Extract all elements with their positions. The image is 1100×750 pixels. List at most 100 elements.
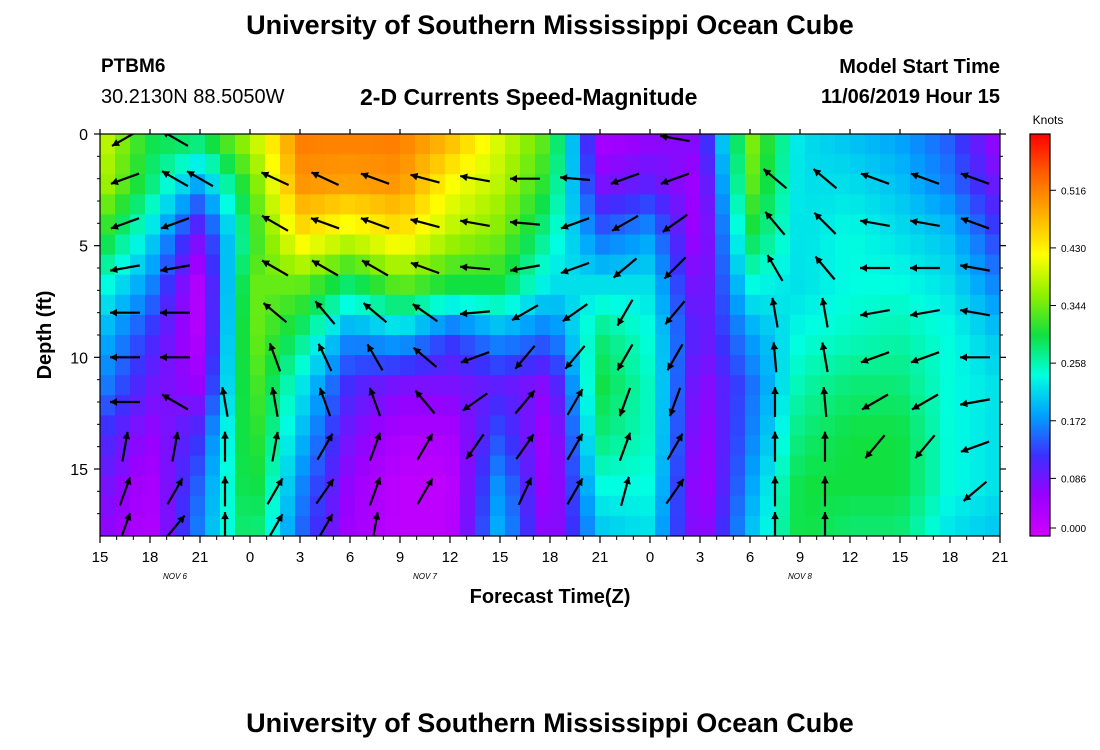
heat-cell xyxy=(475,294,491,316)
current-vector xyxy=(161,393,189,411)
heat-cell xyxy=(910,415,926,437)
heat-cell xyxy=(505,495,521,517)
current-vector xyxy=(410,217,440,229)
current-vector xyxy=(618,432,632,462)
heat-cell xyxy=(760,174,776,195)
heat-cell xyxy=(235,174,251,195)
heat-cell xyxy=(280,194,296,215)
heat-cell xyxy=(430,294,446,316)
heat-cell xyxy=(775,355,791,376)
heat-cell xyxy=(745,515,761,536)
current-vector xyxy=(560,217,590,230)
heat-cell xyxy=(745,495,761,517)
current-vector xyxy=(771,387,779,417)
heat-cell xyxy=(490,475,506,497)
heat-cell xyxy=(985,395,1000,416)
heat-cell xyxy=(745,154,761,175)
heat-cell xyxy=(835,274,851,296)
heat-cell xyxy=(370,314,386,336)
heat-cell xyxy=(985,134,1000,155)
heat-cell xyxy=(295,154,311,175)
heat-cell xyxy=(385,455,401,477)
heat-cell xyxy=(220,335,236,356)
heat-cell xyxy=(670,455,686,477)
heat-cell xyxy=(205,234,221,256)
heat-cell xyxy=(745,475,761,497)
heat-cell xyxy=(475,475,491,497)
heat-cell xyxy=(475,515,491,536)
current-vector xyxy=(360,216,390,230)
heat-cell xyxy=(625,154,641,175)
heat-cell xyxy=(595,254,611,276)
heat-cell xyxy=(430,435,446,457)
heat-cell xyxy=(535,375,551,396)
heat-cell xyxy=(295,254,311,276)
heat-cell xyxy=(955,335,971,356)
heat-cell xyxy=(685,134,701,155)
heat-cell xyxy=(115,415,131,437)
heat-cell xyxy=(865,154,881,175)
heat-cell xyxy=(325,415,341,437)
current-vector xyxy=(566,388,584,416)
heat-cell xyxy=(730,194,746,215)
heat-cell xyxy=(700,335,716,356)
heat-cell xyxy=(700,274,716,296)
heat-cell xyxy=(220,194,236,215)
heat-cell xyxy=(550,395,566,416)
heat-cell xyxy=(355,314,371,336)
heat-cell xyxy=(880,174,896,195)
heat-cell xyxy=(460,335,476,356)
heat-cell xyxy=(385,214,401,236)
heat-cell xyxy=(400,455,416,477)
heat-cell xyxy=(775,294,791,316)
heat-cell xyxy=(295,495,311,517)
heat-cell xyxy=(160,375,176,396)
current-vector xyxy=(310,171,340,187)
heat-cell xyxy=(445,335,461,356)
heat-cell xyxy=(310,355,326,376)
heat-cell xyxy=(550,234,566,256)
heat-cell xyxy=(190,154,206,175)
heat-cell xyxy=(325,314,341,336)
heat-cell xyxy=(115,355,131,376)
heat-cell xyxy=(925,335,941,356)
heat-cell xyxy=(460,515,476,536)
heat-cell xyxy=(655,294,671,316)
heat-cell xyxy=(130,134,146,155)
heat-cell xyxy=(685,495,701,517)
heat-cell xyxy=(865,435,881,457)
heat-cell xyxy=(415,375,431,396)
heat-cell xyxy=(160,314,176,336)
heat-cell xyxy=(505,335,521,356)
heat-cell xyxy=(820,134,836,155)
colorbar: Knots 0.000 0.086 0.172 0.258 0.344 0.430 0.51… xyxy=(1029,113,1086,537)
heat-cell xyxy=(700,435,716,457)
heat-cell xyxy=(685,395,701,416)
heat-cell xyxy=(880,475,896,497)
current-vector xyxy=(460,218,490,228)
heat-cell xyxy=(100,455,116,477)
heat-cell xyxy=(415,254,431,276)
current-vector xyxy=(566,477,584,505)
heat-cell xyxy=(220,475,236,497)
heat-cell xyxy=(295,194,311,215)
heat-cell xyxy=(625,234,641,256)
current-vector xyxy=(317,343,333,372)
heat-cell xyxy=(115,455,131,477)
heat-cell xyxy=(640,254,656,276)
heat-cell xyxy=(700,234,716,256)
heat-cell xyxy=(355,415,371,437)
heat-cell xyxy=(340,455,356,477)
heat-cell xyxy=(700,515,716,536)
heat-cell xyxy=(295,335,311,356)
heat-cell xyxy=(640,194,656,215)
heat-cell xyxy=(400,355,416,376)
current-vector xyxy=(460,351,490,364)
heat-cell xyxy=(310,435,326,457)
heat-cell xyxy=(190,415,206,437)
heat-cell xyxy=(550,435,566,457)
heat-cell xyxy=(670,194,686,215)
heat-cell xyxy=(310,495,326,517)
heat-cell xyxy=(265,455,281,477)
heat-cell xyxy=(985,214,1000,236)
